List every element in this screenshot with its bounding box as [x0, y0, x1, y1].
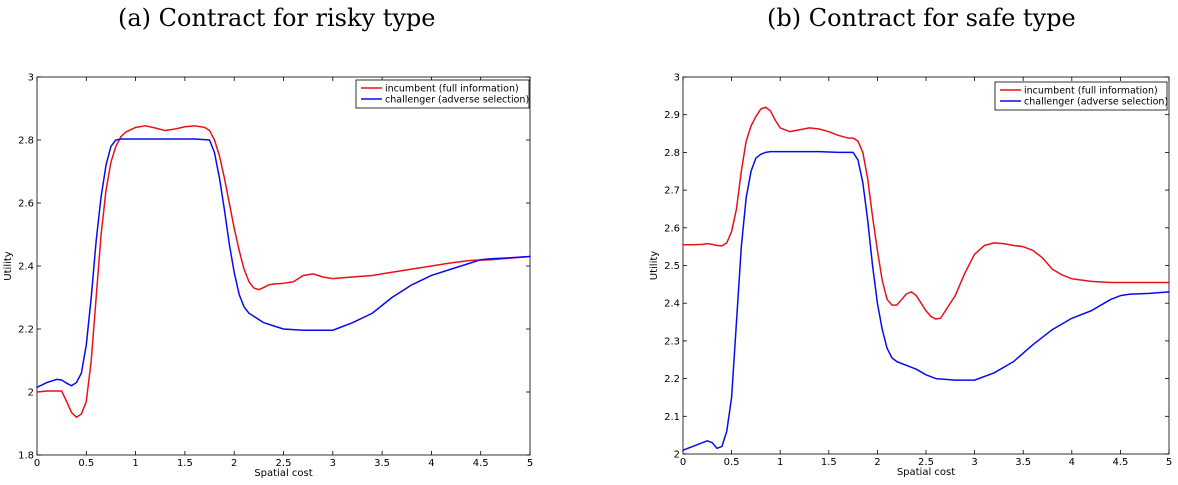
legend-label: challenger (adverse selection)	[385, 94, 529, 105]
y-tick-label: 2.5	[664, 261, 680, 272]
challenger-series-line	[682, 150, 1170, 451]
y-tick-label: 2.3	[664, 336, 680, 347]
x-tick-label: 1	[777, 457, 783, 468]
chart-a: 0 0.5 1 1.5 2 2.5 3 3.5 4 4.5 5 1.8 2 2.2 2.4 2.6 2.8 3 Sp…	[3, 73, 533, 480]
x-tick-label: 0	[680, 457, 686, 468]
x-tick-label: 1	[132, 458, 138, 469]
x-tick-label: 1.5	[821, 457, 837, 468]
y-tick-label: 2.6	[18, 199, 34, 210]
y-tick-label: 1.8	[18, 451, 34, 462]
x-axis-label: Spatial cost	[897, 467, 955, 478]
incumbent-series-line	[682, 106, 1170, 320]
x-tick-label: 3	[330, 458, 336, 469]
y-tick-label: 2.2	[18, 325, 34, 336]
figure-caption-b: (b) Contract for safe type	[767, 4, 1076, 32]
plot-area	[682, 76, 1170, 455]
y-axis-label: Utility	[649, 251, 660, 280]
y-tick-label: 3	[28, 73, 34, 84]
x-tick-label: 3.5	[1015, 457, 1031, 468]
x-tick-label: 0.5	[78, 458, 94, 469]
y-tick-label: 3	[674, 73, 680, 84]
legend-label: challenger (adverse selection)	[1024, 96, 1168, 107]
x-tick-label: 0	[34, 458, 40, 469]
x-tick-label: 3.5	[374, 458, 390, 469]
x-axis-label: Spatial cost	[254, 468, 312, 479]
y-tick-label: 2.4	[664, 299, 680, 310]
x-tick-label: 5	[527, 458, 533, 469]
plot-area	[36, 76, 531, 456]
figure-caption-a: (a) Contract for risky type	[118, 4, 436, 32]
legend-box	[994, 81, 1168, 111]
x-tick-label: 4.5	[1112, 457, 1128, 468]
y-tick-label: 2.8	[18, 136, 34, 147]
y-tick-label: 2	[28, 388, 34, 399]
x-tick-label: 1.5	[177, 458, 193, 469]
x-tick-label: 4	[428, 458, 434, 469]
legend-box	[355, 79, 530, 109]
x-tick-label: 2	[874, 457, 880, 468]
y-tick-label: 2	[674, 450, 680, 461]
y-tick-label: 2.2	[664, 374, 680, 385]
x-tick-label: 2	[231, 458, 237, 469]
x-tick-label: 4	[1069, 457, 1075, 468]
x-tick-label: 0.5	[724, 457, 740, 468]
y-tick-label: 2.4	[18, 262, 34, 273]
y-axis-label: Utility	[3, 251, 14, 280]
x-tick-label: 2.5	[276, 458, 292, 469]
y-tick-label: 2.7	[664, 186, 680, 197]
y-tick-label: 2.6	[664, 223, 680, 234]
incumbent-series-line	[36, 125, 531, 418]
chart-b: 0 0.5 1 1.5 2 2.5 3 3.5 4 4.5 5 2 2.1 2.2 2.3 2.4 2.5 2.6…	[649, 73, 1172, 479]
legend-label: incumbent (full information)	[385, 83, 519, 94]
y-tick-label: 2.1	[664, 412, 680, 423]
x-tick-label: 4.5	[473, 458, 489, 469]
x-tick-label: 3	[971, 457, 977, 468]
x-tick-label: 2.5	[918, 457, 934, 468]
challenger-series-line	[36, 138, 531, 389]
legend-label: incumbent (full information)	[1024, 85, 1158, 96]
x-tick-label: 5	[1166, 457, 1172, 468]
y-tick-label: 2.8	[664, 148, 680, 159]
y-tick-label: 2.9	[664, 110, 680, 121]
